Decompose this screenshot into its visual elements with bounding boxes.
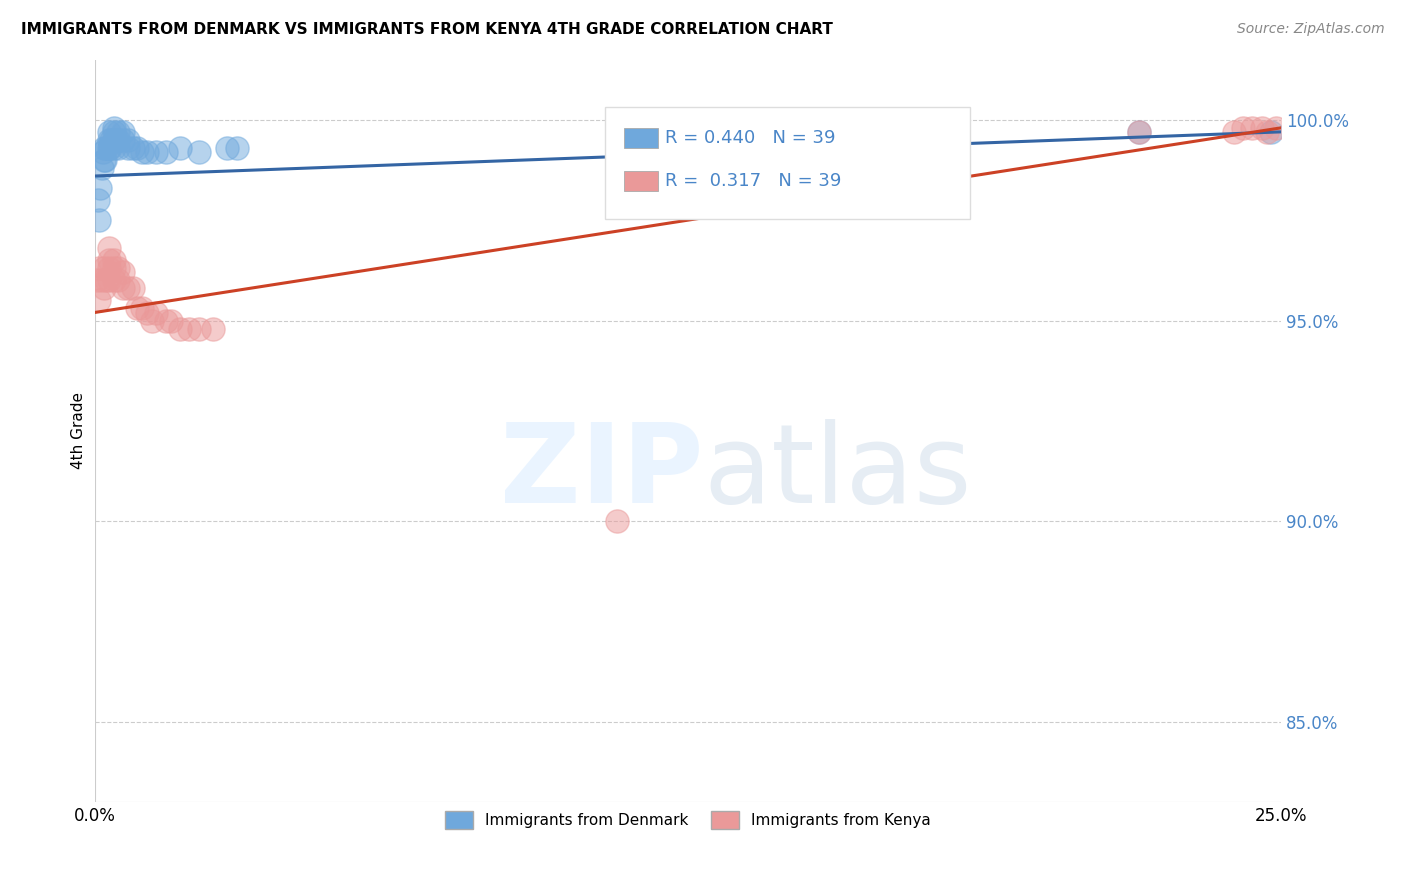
Point [97,273,120,287]
Point [1222,125,1244,139]
Point [93,141,115,155]
Point [93,153,115,167]
Point [135,145,157,159]
Point [89,181,111,195]
Point [91,145,114,159]
Point [217,141,239,155]
Point [226,141,249,155]
Point [127,301,149,316]
Point [1241,120,1264,135]
Point [97,141,120,155]
Point [103,253,125,268]
Point [112,265,135,279]
Point [103,133,125,147]
Point [155,313,177,327]
Point [842,133,865,147]
Point [141,313,163,327]
Point [1256,125,1278,139]
Point [117,133,139,147]
Point [1128,125,1150,139]
Text: Source: ZipAtlas.com: Source: ZipAtlas.com [1237,22,1385,37]
Point [87,193,110,207]
Point [96,273,118,287]
Point [179,321,201,335]
Point [100,133,122,147]
Y-axis label: 4th Grade: 4th Grade [72,392,86,469]
Point [145,305,167,319]
Point [107,141,129,155]
Point [1251,120,1274,135]
Point [103,261,125,276]
Point [121,141,143,155]
Point [145,145,167,159]
Point [1260,125,1282,139]
Point [97,261,120,276]
Point [103,125,125,139]
Point [89,293,111,308]
Text: IMMIGRANTS FROM DENMARK VS IMMIGRANTS FROM KENYA 4TH GRADE CORRELATION CHART: IMMIGRANTS FROM DENMARK VS IMMIGRANTS FR… [21,22,832,37]
Point [188,145,211,159]
Point [107,273,129,287]
Point [169,141,191,155]
Text: ZIP: ZIP [499,419,703,526]
Point [97,125,120,139]
Point [121,281,143,295]
Point [107,133,129,147]
Point [90,161,112,175]
Point [169,321,191,335]
Point [135,305,157,319]
Point [1232,120,1254,135]
Point [97,241,120,255]
Point [1265,120,1288,135]
Point [127,141,149,155]
Point [202,321,225,335]
Point [93,261,115,276]
Point [117,281,139,295]
Point [96,141,118,155]
Point [104,133,127,147]
Point [131,301,153,316]
Point [606,514,628,528]
Point [86,273,108,287]
Point [112,125,135,139]
Point [188,321,211,335]
Text: R = 0.440   N = 39: R = 0.440 N = 39 [665,129,835,147]
Point [97,253,120,268]
Point [93,281,115,295]
Point [103,141,125,155]
Point [159,313,181,327]
Point [1128,125,1150,139]
Point [89,261,111,276]
Point [103,273,125,287]
Point [107,125,129,139]
Point [112,133,135,147]
Text: atlas: atlas [703,419,972,526]
Point [131,145,153,159]
Point [90,273,112,287]
Point [103,120,125,135]
Point [97,133,120,147]
Point [94,153,117,167]
Point [89,213,111,227]
Legend: Immigrants from Denmark, Immigrants from Kenya: Immigrants from Denmark, Immigrants from… [439,805,936,836]
Point [107,261,129,276]
Point [155,145,177,159]
Point [112,281,135,295]
Point [98,141,121,155]
Text: R =  0.317   N = 39: R = 0.317 N = 39 [665,172,841,190]
Point [117,141,139,155]
